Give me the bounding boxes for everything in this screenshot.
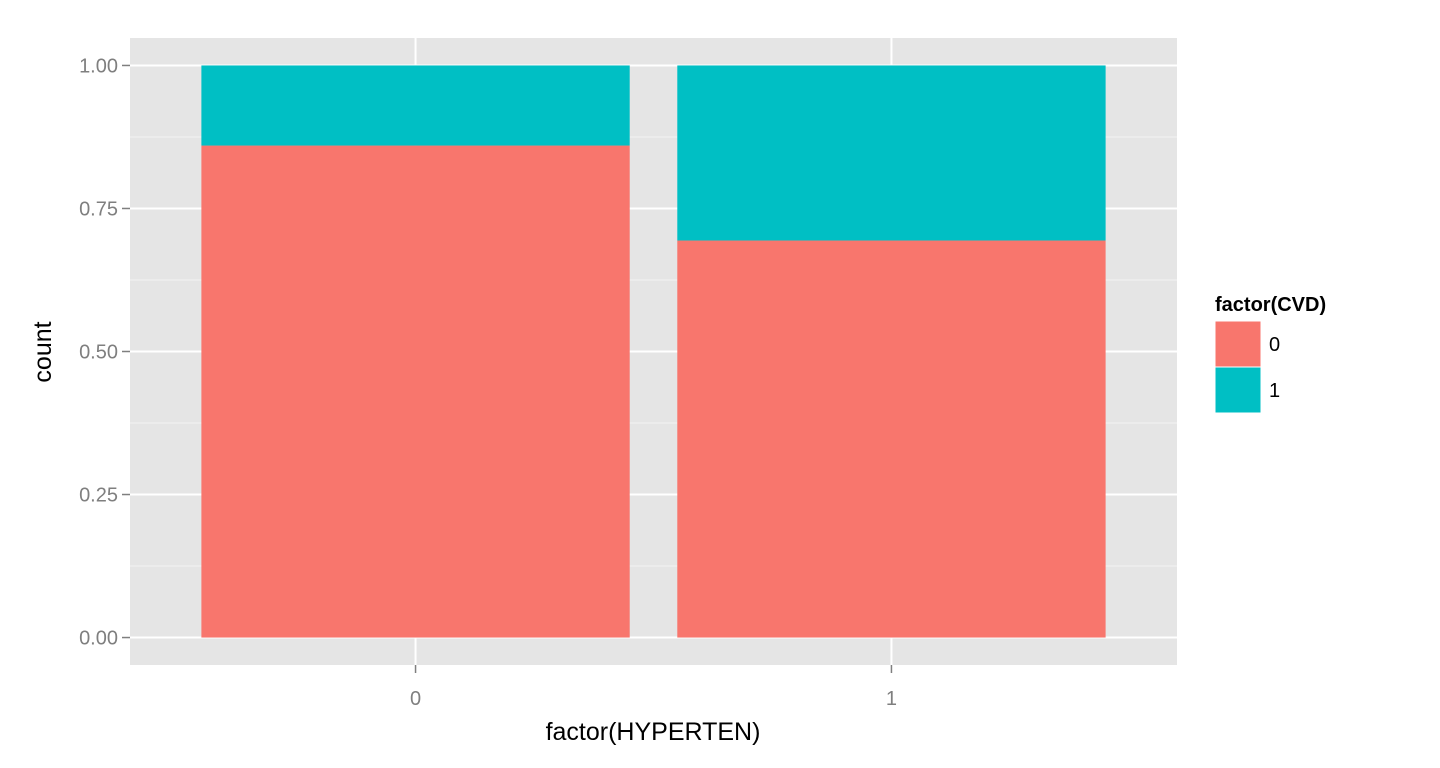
bars — [201, 65, 1106, 638]
x-axis-title: factor(HYPERTEN) — [546, 718, 761, 746]
bar-segment-cat0-cvd1 — [201, 65, 630, 146]
y-tick-label: 0.25 — [79, 485, 118, 507]
y-tick-label: 0.75 — [79, 198, 118, 220]
legend: factor(CVD) 0 1 — [1214, 294, 1326, 414]
legend-entry-label: 0 — [1269, 334, 1280, 356]
y-tick-label: 1.00 — [79, 55, 118, 77]
legend-key-swatch — [1214, 366, 1262, 414]
y-tick-label: 0.00 — [79, 628, 118, 650]
bar-segment-cat1-cvd1 — [677, 65, 1106, 241]
bar-segment-cat1-cvd0 — [677, 240, 1106, 638]
legend-title: factor(CVD) — [1215, 294, 1326, 316]
y-axis: 0.00 0.25 0.50 0.75 1.00 — [79, 55, 130, 650]
legend-entry-label: 1 — [1269, 380, 1280, 402]
y-axis-title: count — [29, 321, 57, 382]
bar-segment-cat0-cvd0 — [201, 145, 630, 638]
x-tick-label: 0 — [410, 688, 421, 710]
y-tick-label: 0.50 — [79, 342, 118, 364]
legend-key-swatch — [1214, 320, 1262, 368]
x-tick-label: 1 — [886, 688, 897, 710]
